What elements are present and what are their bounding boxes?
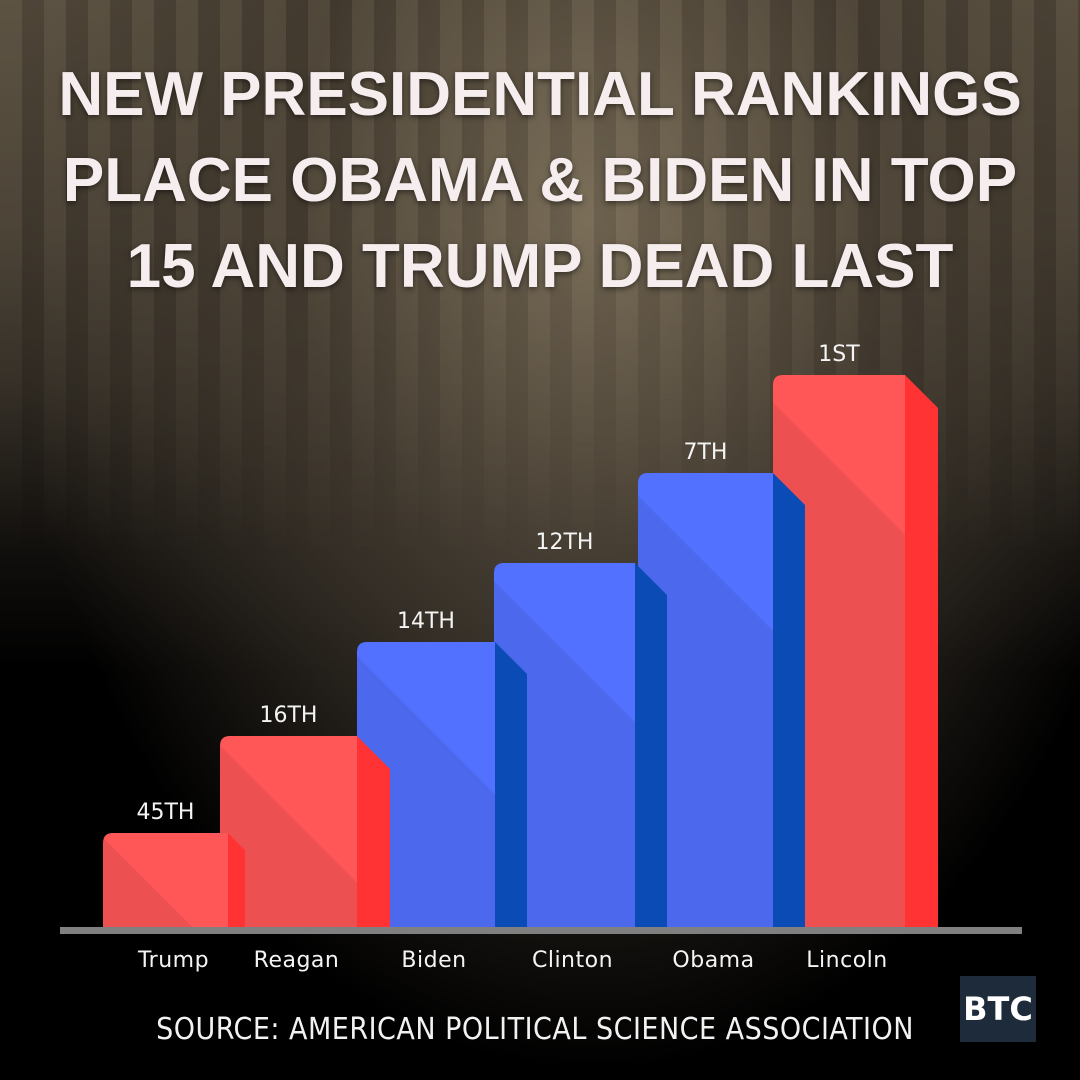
bar-side bbox=[357, 736, 390, 928]
headline-line-1: NEW PRESIDENTIAL RANKINGS bbox=[58, 60, 1022, 129]
bar-side bbox=[635, 563, 667, 928]
x-axis-line bbox=[60, 927, 1022, 934]
category-label: Lincoln bbox=[806, 948, 887, 973]
category-label: Trump bbox=[137, 948, 209, 973]
bar-front bbox=[220, 736, 357, 928]
bar-reagan bbox=[220, 736, 390, 928]
source-caption: SOURCE: AMERICAN POLITICAL SCIENCE ASSOC… bbox=[156, 1012, 914, 1047]
rank-label: 7TH bbox=[684, 440, 728, 465]
category-label: Reagan bbox=[254, 948, 340, 973]
bar-shade bbox=[357, 656, 495, 928]
btc-logo: BTC bbox=[960, 976, 1036, 1042]
category-label: Clinton bbox=[532, 948, 613, 973]
rank-label: 16TH bbox=[260, 703, 318, 728]
headline-line-2: PLACE OBAMA & BIDEN IN TOP bbox=[62, 146, 1018, 215]
headline: NEW PRESIDENTIAL RANKINGS PLACE OBAMA & … bbox=[0, 52, 1080, 310]
bar-front bbox=[103, 833, 228, 928]
logo-text: BTC bbox=[963, 990, 1033, 1028]
bar-shade bbox=[773, 402, 905, 928]
bar-front bbox=[357, 642, 495, 928]
bar-clinton bbox=[494, 563, 667, 928]
bar-side bbox=[495, 642, 527, 928]
bar-side bbox=[905, 375, 938, 928]
bar-shade bbox=[638, 495, 773, 928]
rank-label: 45TH bbox=[137, 800, 195, 825]
bar-shade bbox=[494, 581, 635, 928]
headline-line-3: 15 AND TRUMP DEAD LAST bbox=[126, 232, 954, 301]
bar-front bbox=[638, 473, 773, 928]
bar-front bbox=[773, 375, 905, 928]
category-label: Biden bbox=[401, 948, 466, 973]
rank-label: 14TH bbox=[397, 609, 455, 634]
rank-label: 12TH bbox=[536, 530, 594, 555]
category-label: Obama bbox=[672, 948, 754, 973]
bar-obama bbox=[638, 473, 805, 928]
bar-biden bbox=[357, 642, 527, 928]
rank-label: 1ST bbox=[818, 342, 860, 367]
bar-side bbox=[228, 833, 245, 928]
bar-side bbox=[773, 473, 805, 928]
bar-shade bbox=[220, 745, 357, 928]
bar-front bbox=[494, 563, 635, 928]
bar-trump bbox=[103, 833, 245, 963]
bar-lincoln bbox=[773, 375, 938, 928]
